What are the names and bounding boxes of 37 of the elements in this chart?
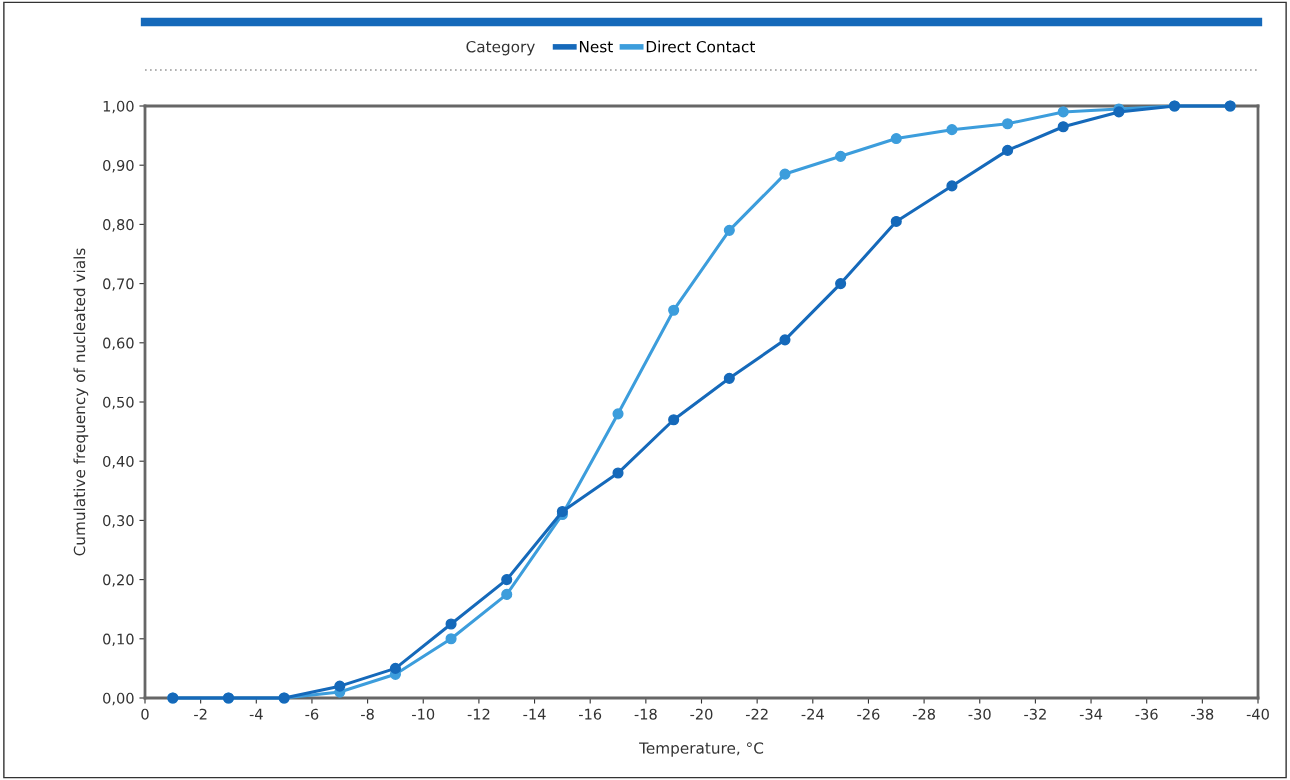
y-tick-label: 1,00 bbox=[103, 100, 134, 114]
x-tick-label: -20 bbox=[690, 708, 713, 720]
y-tick-label: 0,00 bbox=[103, 692, 134, 706]
x-tick-label: -30 bbox=[968, 708, 991, 720]
x-tick-label: 0 bbox=[141, 708, 149, 720]
x-tick-label: -16 bbox=[579, 708, 602, 720]
x-axis-title: Temperature, °C bbox=[639, 742, 764, 757]
x-tick-label: -22 bbox=[745, 708, 768, 720]
x-tick-label: -32 bbox=[1024, 708, 1046, 720]
y-tick-label: 0,90 bbox=[103, 159, 134, 173]
legend-label: Direct Contact bbox=[646, 40, 755, 53]
x-tick-label: -2 bbox=[194, 708, 207, 720]
x-tick-label: -24 bbox=[801, 708, 824, 720]
y-tick-label: 0,30 bbox=[103, 515, 134, 528]
y-tick-label: 0,70 bbox=[103, 278, 134, 291]
x-tick-label: -36 bbox=[1135, 708, 1158, 720]
x-tick-label: -28 bbox=[912, 708, 936, 720]
x-tick-label: -6 bbox=[305, 708, 319, 720]
x-tick-label: -10 bbox=[412, 708, 435, 720]
legend-label: Nest bbox=[579, 41, 613, 53]
x-tick-label: -40 bbox=[1246, 708, 1269, 720]
y-axis-title: Cumulative frequency of nucleated vials bbox=[73, 248, 89, 556]
x-tick-label: -4 bbox=[249, 708, 263, 720]
y-tick-label: 0,40 bbox=[103, 455, 134, 469]
y-tick-label: 0,50 bbox=[103, 396, 134, 410]
x-tick-label: -38 bbox=[1191, 708, 1214, 720]
y-tick-label: 0,20 bbox=[103, 574, 134, 587]
x-tick-label: -14 bbox=[523, 708, 546, 720]
y-tick-label: 0,10 bbox=[103, 633, 134, 647]
y-tick-label: 0,60 bbox=[103, 337, 134, 351]
legend-title: Category bbox=[466, 40, 535, 56]
x-tick-label: -12 bbox=[467, 708, 490, 720]
y-tick-label: 0,80 bbox=[103, 219, 134, 232]
x-tick-label: -18 bbox=[634, 708, 657, 720]
x-tick-label: -26 bbox=[857, 708, 880, 720]
x-tick-label: -34 bbox=[1079, 708, 1103, 720]
x-tick-label: -8 bbox=[361, 708, 374, 720]
